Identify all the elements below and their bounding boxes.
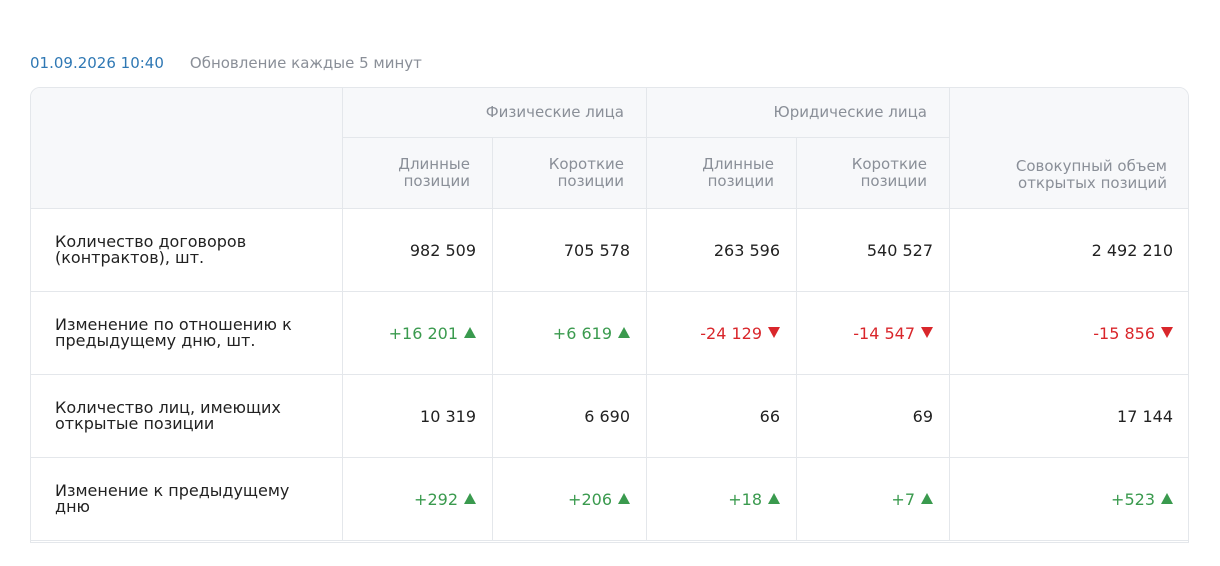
cell: -15 856 — [949, 291, 1188, 375]
change-value: +18 — [728, 489, 762, 509]
change-value: +16 201 — [388, 323, 458, 343]
row-label: Изменение к предыдущему дню — [31, 457, 343, 541]
cell: 263 596 — [646, 208, 797, 292]
up-arrow — [1161, 492, 1173, 504]
change-value: -14 547 — [853, 323, 915, 343]
change-value: +206 — [568, 489, 612, 509]
cell: 982 509 — [342, 208, 493, 292]
cell: 69 — [796, 374, 950, 458]
cell: -14 547 — [796, 291, 950, 375]
column-header-text: Совокупный объем открытых позиций — [1015, 157, 1167, 192]
update-note: Обновление каждые 5 минут — [189, 54, 422, 72]
up-arrow — [618, 326, 630, 338]
up-arrow — [464, 492, 476, 504]
row-label-text: Количество договоров (контрактов), шт. — [55, 232, 247, 267]
positions-table: Физические лица Юридические лица Совокуп… — [31, 88, 1188, 541]
down-arrow — [1161, 326, 1173, 338]
cell: +6 619 — [492, 291, 647, 375]
row-label: Изменение по отношению к предыдущему дню… — [31, 291, 343, 375]
down-arrow — [768, 326, 780, 338]
column-header: Короткие позиции — [492, 137, 647, 209]
group-header: Юридические лица — [646, 88, 950, 138]
up-arrow — [464, 326, 476, 338]
column-header-text: Длинные позиции — [398, 155, 470, 190]
cell: -24 129 — [646, 291, 797, 375]
cell: +7 — [796, 457, 950, 541]
up-arrow — [618, 492, 630, 504]
row: Изменение к предыдущему дню +292 +206 +1… — [31, 457, 1188, 541]
column-header: Длинные позиции — [646, 137, 797, 209]
cell: 705 578 — [492, 208, 647, 292]
row-label-text: Изменение по отношению к предыдущему дню… — [55, 315, 292, 350]
group-header: Физические лица — [342, 88, 647, 138]
column-header-text: Длинные позиции — [702, 155, 774, 190]
row: Количество договоров (контрактов), шт. 9… — [31, 208, 1188, 292]
row: Изменение по отношению к предыдущему дню… — [31, 291, 1188, 375]
row-label-text: Изменение к предыдущему дню — [55, 481, 290, 516]
down-arrow — [921, 326, 933, 338]
column-header-text: Короткие позиции — [851, 155, 927, 190]
up-arrow — [921, 492, 933, 504]
cell: 2 492 210 — [949, 208, 1188, 292]
status-bar: 01.09.2026 10:40 Обновление каждые 5 мину… — [30, 53, 422, 73]
row: Количество лиц, имеющих открытые позиции… — [31, 374, 1188, 458]
column-header: Короткие позиции — [796, 137, 950, 209]
column-header: Совокупный объем открытых позиций — [949, 88, 1188, 209]
change-value: +292 — [414, 489, 458, 509]
cell: 17 144 — [949, 374, 1188, 458]
row-label-text: Количество лиц, имеющих открытые позиции — [55, 398, 281, 433]
cell: 540 527 — [796, 208, 950, 292]
cell: +206 — [492, 457, 647, 541]
cell: 10 319 — [342, 374, 493, 458]
timestamp: 01.09.2026 10:40 — [30, 54, 164, 72]
change-value: -24 129 — [700, 323, 762, 343]
change-value: +523 — [1111, 489, 1155, 509]
column-header-text: Короткие позиции — [548, 155, 624, 190]
up-arrow — [768, 492, 780, 504]
cell: +523 — [949, 457, 1188, 541]
change-value: +7 — [891, 489, 915, 509]
column-header: Длинные позиции — [342, 137, 493, 209]
cell: +292 — [342, 457, 493, 541]
row-label: Количество лиц, имеющих открытые позиции — [31, 374, 343, 458]
cell: 6 690 — [492, 374, 647, 458]
cell: +16 201 — [342, 291, 493, 375]
table-container: Физические лица Юридические лица Совокуп… — [30, 87, 1189, 543]
change-value: +6 619 — [552, 323, 612, 343]
corner-cell — [31, 88, 343, 209]
cell: 66 — [646, 374, 797, 458]
cell: +18 — [646, 457, 797, 541]
row-label: Количество договоров (контрактов), шт. — [31, 208, 343, 292]
change-value: -15 856 — [1093, 323, 1155, 343]
